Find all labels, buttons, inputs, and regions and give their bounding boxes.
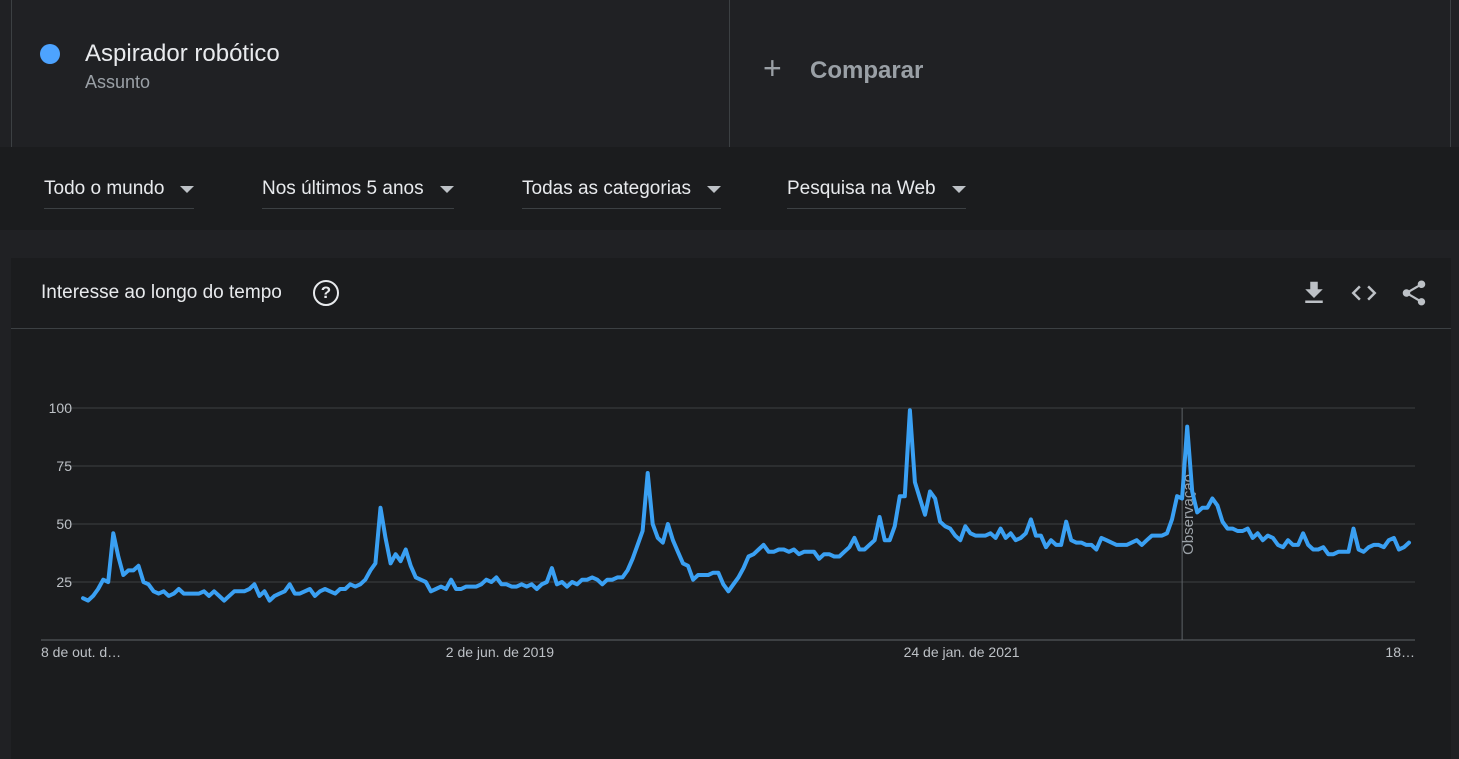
code-icon [1351,285,1377,301]
download-icon [1305,281,1323,303]
dropdown-arrow-icon [707,185,721,193]
x-tick-label: 18… [1385,644,1415,660]
term-name[interactable]: Aspirador robótico [85,40,280,67]
time-range-dropdown[interactable]: Nos últimos 5 anos [262,170,454,209]
plus-icon: + [763,50,782,86]
compare-button[interactable]: + Comparar [731,0,1451,147]
term-color-dot [40,44,60,64]
y-tick-label: 25 [56,574,72,590]
x-tick-label: 24 de jan. de 2021 [904,644,1020,660]
y-tick-label: 75 [56,458,72,474]
region-label: Todo o mundo [44,178,165,199]
series-line [81,408,1411,603]
region-dropdown[interactable]: Todo o mundo [44,170,195,209]
share-icon [1402,280,1426,306]
x-tick-label: 8 de out. d… [41,644,121,660]
category-label: Todas as categorias [522,178,691,199]
card-title: Interesse ao longo do tempo [41,282,282,303]
dropdown-arrow-icon [439,185,454,193]
compare-label: Comparar [810,57,924,84]
terms-bar: Aspirador robótico Assunto + Comparar [0,0,1459,147]
filters-bar: Todo o mundo Nos últimos 5 anos Todas as… [0,147,1459,230]
x-tick-label: 2 de jun. de 2019 [446,644,554,660]
card-header: Interesse ao longo do tempo ? [11,258,1451,329]
y-tick-label: 50 [56,516,72,532]
term-type: Assunto [85,72,151,92]
search-property-dropdown[interactable]: Pesquisa na Web [787,170,966,209]
search-term-card[interactable]: Aspirador robótico Assunto [11,0,730,147]
dropdown-arrow-icon [180,185,195,193]
interest-over-time-card: Interesse ao longo do tempo ? 25 50 75 100 8… [11,258,1451,759]
y-tick-label: 100 [49,400,73,416]
help-circle-icon[interactable]: ? [313,280,339,306]
share-button[interactable] [1399,278,1429,308]
embed-button[interactable] [1349,278,1379,308]
interest-line-chart[interactable]: 25 50 75 100 8 de out. d… 2 de jun. de 2019 24… [11,329,1451,759]
category-dropdown[interactable]: Todas as categorias [522,170,721,209]
dropdown-arrow-icon [951,185,966,193]
download-button[interactable] [1299,278,1329,308]
search-property-label: Pesquisa na Web [787,178,936,199]
time-range-label: Nos últimos 5 anos [262,178,424,199]
